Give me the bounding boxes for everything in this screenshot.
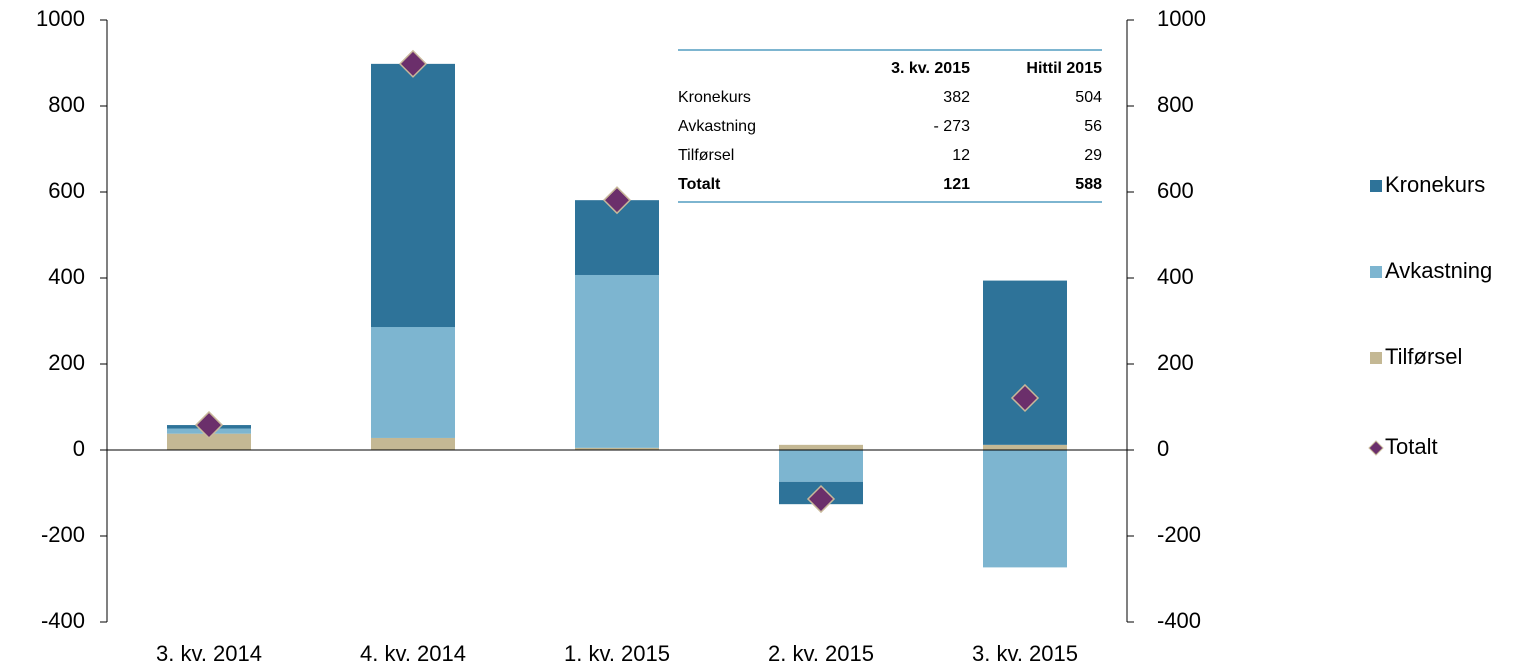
y2-tick-label: -200 [1157, 522, 1201, 547]
bar-segment [779, 450, 863, 482]
y2-tick-label: 200 [1157, 350, 1194, 375]
y2-tick-label: 400 [1157, 264, 1194, 289]
bar-segment [983, 450, 1067, 568]
table-cell: 504 [1075, 89, 1102, 106]
table-cell: 121 [943, 176, 970, 193]
total-marker [1010, 383, 1040, 413]
bar-segment [371, 63, 455, 328]
x-tick-label: 2. kv. 2015 [768, 641, 874, 666]
table-cell: 29 [1084, 147, 1102, 164]
y2-tick-label: 1000 [1157, 6, 1206, 31]
bar-segment [575, 447, 659, 450]
y2-tick-label: 0 [1157, 436, 1169, 461]
legend-label: Tilførsel [1385, 344, 1462, 369]
bar-segment [983, 444, 1067, 450]
y-tick-label: 1000 [36, 6, 85, 31]
legend-label: Kronekurs [1385, 172, 1485, 197]
table-cell: 382 [943, 89, 970, 106]
bar-segment [983, 280, 1067, 445]
x-tick-label: 4. kv. 2014 [360, 641, 466, 666]
bar-segment [575, 274, 659, 448]
y-tick-label: 0 [73, 436, 85, 461]
x-tick-label: 1. kv. 2015 [564, 641, 670, 666]
y2-tick-label: -400 [1157, 608, 1201, 633]
legend-label: Avkastning [1385, 258, 1492, 283]
table-header: 3. kv. 2015 [891, 60, 970, 77]
x-tick-label: 3. kv. 2015 [972, 641, 1078, 666]
table-cell: Tilførsel [678, 147, 734, 164]
total-marker [194, 410, 224, 440]
total-marker [602, 186, 632, 215]
table-cell: Avkastning [678, 118, 756, 135]
bar-segment [371, 327, 455, 438]
legend-label: Totalt [1385, 434, 1438, 459]
table-cell: - 273 [934, 118, 971, 135]
legend-swatch [1370, 180, 1382, 192]
table-cell: 56 [1084, 118, 1102, 135]
legend-swatch [1370, 266, 1382, 278]
y-tick-label: 400 [48, 264, 85, 289]
y-tick-label: 200 [48, 350, 85, 375]
table-cell: Kronekurs [678, 89, 751, 106]
table-cell: Totalt [678, 176, 721, 193]
total-marker [806, 484, 836, 514]
y-tick-label: -400 [41, 608, 85, 633]
table-cell: 588 [1075, 176, 1102, 193]
bar-segment [371, 437, 455, 450]
bar-segment [167, 433, 251, 450]
y-tick-label: -200 [41, 522, 85, 547]
y2-tick-label: 600 [1157, 178, 1194, 203]
bar-segment [779, 444, 863, 450]
table-cell: 12 [952, 147, 970, 164]
y2-tick-label: 800 [1157, 92, 1194, 117]
y-tick-label: 600 [48, 178, 85, 203]
legend-marker [1368, 440, 1384, 456]
table-header: Hittil 2015 [1026, 60, 1102, 77]
total-marker [398, 49, 428, 78]
legend-swatch [1370, 352, 1382, 364]
y-tick-label: 800 [48, 92, 85, 117]
x-tick-label: 3. kv. 2014 [156, 641, 262, 666]
